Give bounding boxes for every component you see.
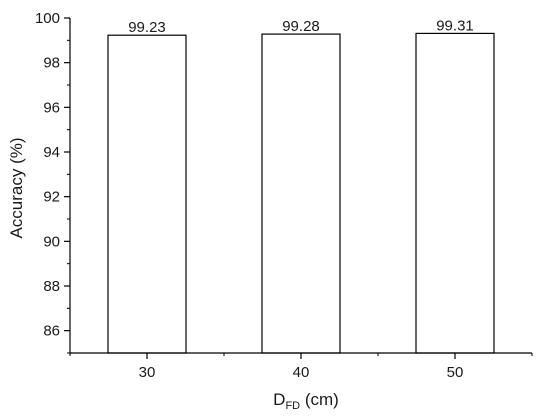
y-tick-label: 88	[43, 278, 60, 295]
data-labels-group: 99.23 99.28 99.31	[128, 17, 474, 36]
x-axis-title-suffix: (cm)	[300, 390, 339, 409]
y-tick-label: 98	[43, 55, 60, 72]
bar-data-label: 99.31	[436, 17, 474, 34]
x-axis-title-main: D	[273, 390, 285, 409]
y-ticks-group: 86 88 90 92 94 96 98 100	[35, 10, 70, 354]
bars-group	[107, 32, 495, 354]
x-tick-label: 30	[139, 364, 156, 381]
bar	[107, 34, 187, 354]
x-axis-title-subscript: FD	[285, 400, 300, 412]
y-tick-label: 86	[43, 323, 60, 340]
y-tick-label: 90	[43, 233, 60, 250]
x-axis-title: DFD (cm)	[273, 390, 339, 412]
bar	[261, 33, 341, 354]
bar	[415, 32, 495, 354]
bar-data-label: 99.23	[128, 19, 166, 36]
y-axis-title: Accuracy (%)	[7, 137, 26, 238]
bar-data-label: 99.28	[282, 18, 320, 35]
y-tick-label: 92	[43, 189, 60, 206]
x-ticks-group: 30 40 50	[69, 353, 533, 381]
y-tick-label: 94	[43, 144, 60, 161]
x-tick-label: 40	[293, 364, 310, 381]
y-tick-label: 96	[43, 99, 60, 116]
x-tick-label: 50	[447, 364, 464, 381]
y-tick-label: 100	[35, 10, 60, 27]
